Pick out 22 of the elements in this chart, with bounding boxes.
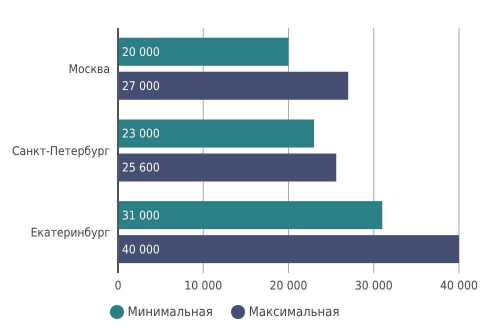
x-tick-label: 40 000 [440,278,478,293]
y-tick-label: Москва [68,62,110,76]
data-label: 20 000 [122,45,160,60]
data-label: 25 600 [122,160,160,175]
bar [118,119,314,148]
bar [118,38,288,66]
legend-label: Максимальная [248,305,340,320]
y-tick-label: Екатеринбург [30,225,110,240]
x-tick-label: 20 000 [270,278,308,293]
data-label: 40 000 [122,242,160,256]
x-tick-label: 10 000 [184,278,222,293]
legend-label: Минимальная [128,305,213,320]
bar [118,72,348,100]
bar [118,201,382,230]
bar [118,235,459,264]
data-label: 31 000 [122,208,160,222]
x-tick-label: 30 000 [354,278,393,293]
data-label: 27 000 [122,79,160,94]
y-tick-label: Санкт-Петербург [12,144,110,158]
data-label: 23 000 [122,126,160,141]
x-tick-label: 0 [114,278,122,293]
bar [118,153,336,182]
